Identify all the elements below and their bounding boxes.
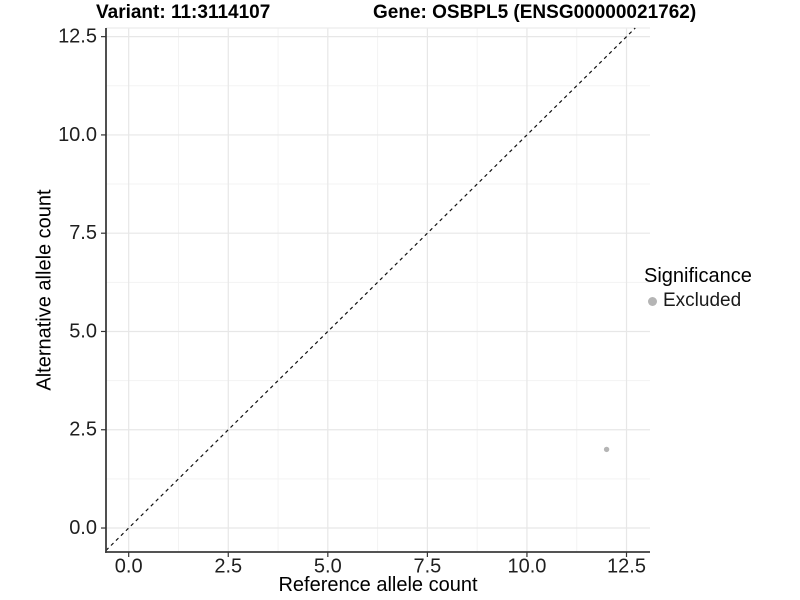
legend-item: Excluded — [644, 290, 752, 313]
x-tick-label: 5.0 — [314, 556, 342, 578]
x-axis-title: Reference allele count — [278, 574, 478, 596]
legend-title: Significance — [644, 265, 752, 287]
y-axis-title: Alternative allele count — [33, 189, 56, 391]
y-tick-label: 10.0 — [58, 124, 97, 146]
x-tick-label: 7.5 — [413, 556, 441, 578]
x-tick-label: 2.5 — [214, 556, 242, 578]
x-tick-label: 12.5 — [607, 556, 646, 578]
plot-title-gene: Gene: OSBPL5 (ENSG00000021762) — [373, 2, 697, 23]
y-tick-label: 2.5 — [69, 419, 97, 441]
legend-key-dot-icon — [648, 296, 657, 306]
y-tick-label: 0.0 — [69, 517, 97, 539]
x-tick-label: 10.0 — [507, 556, 546, 578]
plot-title-variant: Variant: 11:3114107 — [96, 2, 271, 23]
y-tick-label: 5.0 — [69, 320, 97, 342]
y-tick-label: 7.5 — [69, 222, 97, 244]
x-tick-label: 0.0 — [115, 556, 143, 578]
identity-dashed-line — [105, 27, 636, 551]
legend: Significance Excluded — [644, 264, 752, 313]
data-point — [603, 446, 610, 453]
legend-item-label: Excluded — [663, 290, 742, 311]
y-tick-label: 12.5 — [58, 26, 97, 48]
